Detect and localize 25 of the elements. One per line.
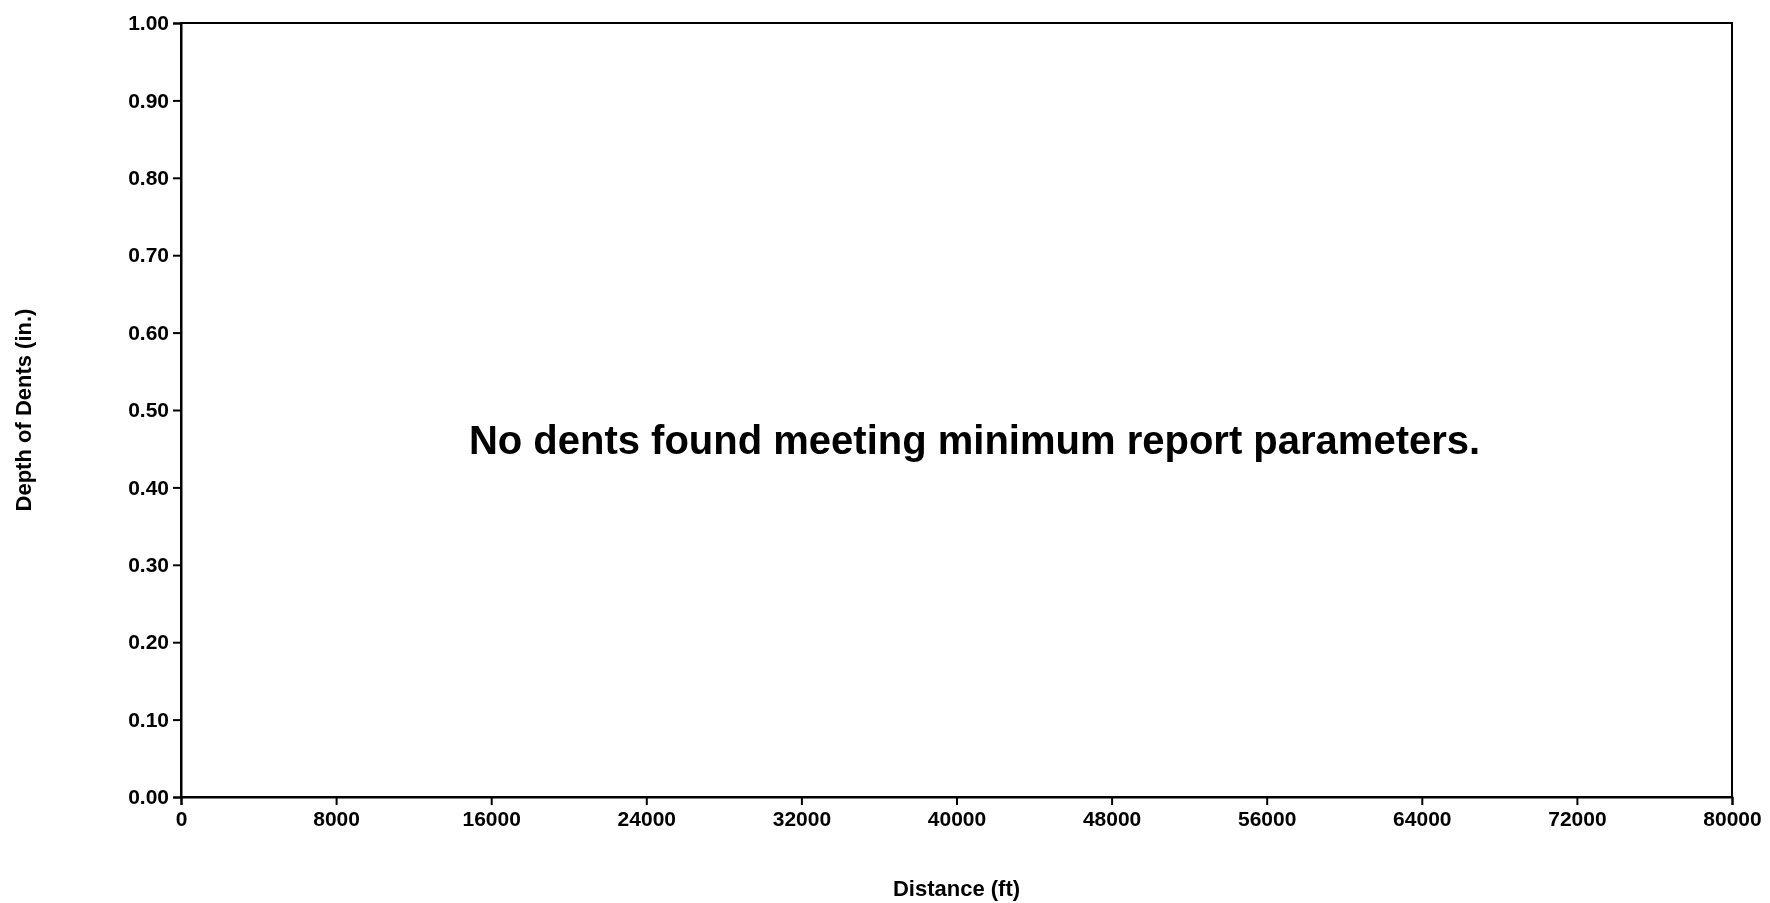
x-tick-label: 80000 bbox=[1703, 806, 1762, 830]
x-tick-label: 56000 bbox=[1238, 806, 1297, 830]
x-tick-label: 72000 bbox=[1548, 806, 1607, 830]
y-tick-label: 0.60 bbox=[128, 320, 169, 344]
x-tick-label: 64000 bbox=[1393, 806, 1452, 830]
y-tick-label: 0.70 bbox=[128, 243, 169, 267]
y-tick-label: 0.50 bbox=[128, 398, 169, 422]
y-tick-label: 0.90 bbox=[128, 88, 169, 112]
y-tick-label: 0.80 bbox=[128, 166, 169, 190]
x-tick-label: 48000 bbox=[1082, 806, 1142, 830]
x-tick-label: 16000 bbox=[462, 806, 521, 830]
x-axis-title: Distance (ft) bbox=[892, 876, 1021, 901]
y-tick-label: 1.00 bbox=[128, 11, 169, 35]
x-tick-label: 8000 bbox=[313, 806, 360, 830]
y-tick-label: 0.20 bbox=[128, 630, 169, 654]
x-tick-label: 24000 bbox=[617, 806, 676, 830]
y-tick-label: 0.10 bbox=[128, 707, 169, 731]
y-tick-label: 0.40 bbox=[128, 475, 169, 499]
annotation: No dents found meeting minimum report parameters. bbox=[468, 418, 1481, 463]
x-tick-label: 0 bbox=[175, 806, 188, 830]
y-tick-label: 0.30 bbox=[128, 553, 169, 577]
y-axis-title: Depth of Dents (in.) bbox=[11, 308, 36, 512]
y-tick-label: 0.00 bbox=[128, 785, 169, 809]
x-tick-label: 32000 bbox=[772, 806, 832, 830]
x-tick-label: 40000 bbox=[927, 806, 987, 830]
